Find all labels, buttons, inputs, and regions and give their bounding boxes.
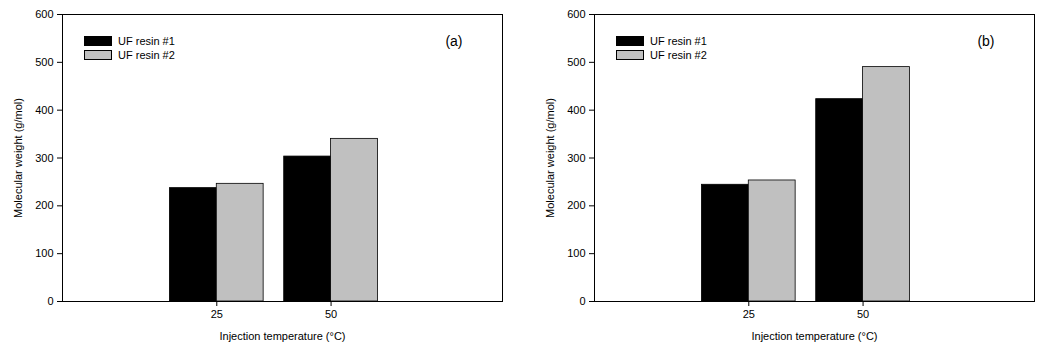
html-text:UF resin #1: UF resin #1 [650,35,707,47]
svg-text:200: 200 [567,199,585,211]
svg-text:400: 400 [567,104,585,116]
svg-text:Molecular weight (g/mol): Molecular weight (g/mol) [544,98,556,218]
svg-text:(b): (b) [977,33,994,49]
svg-text:25: 25 [211,308,223,320]
html-text:UF resin #2: UF resin #2 [118,49,175,61]
svg-text:Injection temperature (°C): Injection temperature (°C) [219,330,345,342]
svg-text:500: 500 [35,56,53,68]
svg-text:500: 500 [567,56,585,68]
svg-text:50: 50 [325,308,337,320]
svg-text:0: 0 [579,295,585,307]
svg-text:100: 100 [35,247,53,259]
svg-text:Molecular weight (g/mol): Molecular weight (g/mol) [12,98,24,218]
svg-text:100: 100 [567,247,585,259]
html-text:UF resin #1: UF resin #1 [118,35,175,47]
svg-text:300: 300 [35,152,53,164]
svg-text:600: 600 [35,8,53,20]
svg-text:0: 0 [47,295,53,307]
svg-text:400: 400 [35,104,53,116]
svg-text:25: 25 [743,308,755,320]
svg-text:600: 600 [567,8,585,20]
svg-text:200: 200 [35,199,53,211]
svg-text:300: 300 [567,152,585,164]
svg-text:50: 50 [857,308,869,320]
html-text:UF resin #2: UF resin #2 [650,49,707,61]
svg-text:Injection temperature (°C): Injection temperature (°C) [751,330,877,342]
svg-text:(a): (a) [445,33,462,49]
